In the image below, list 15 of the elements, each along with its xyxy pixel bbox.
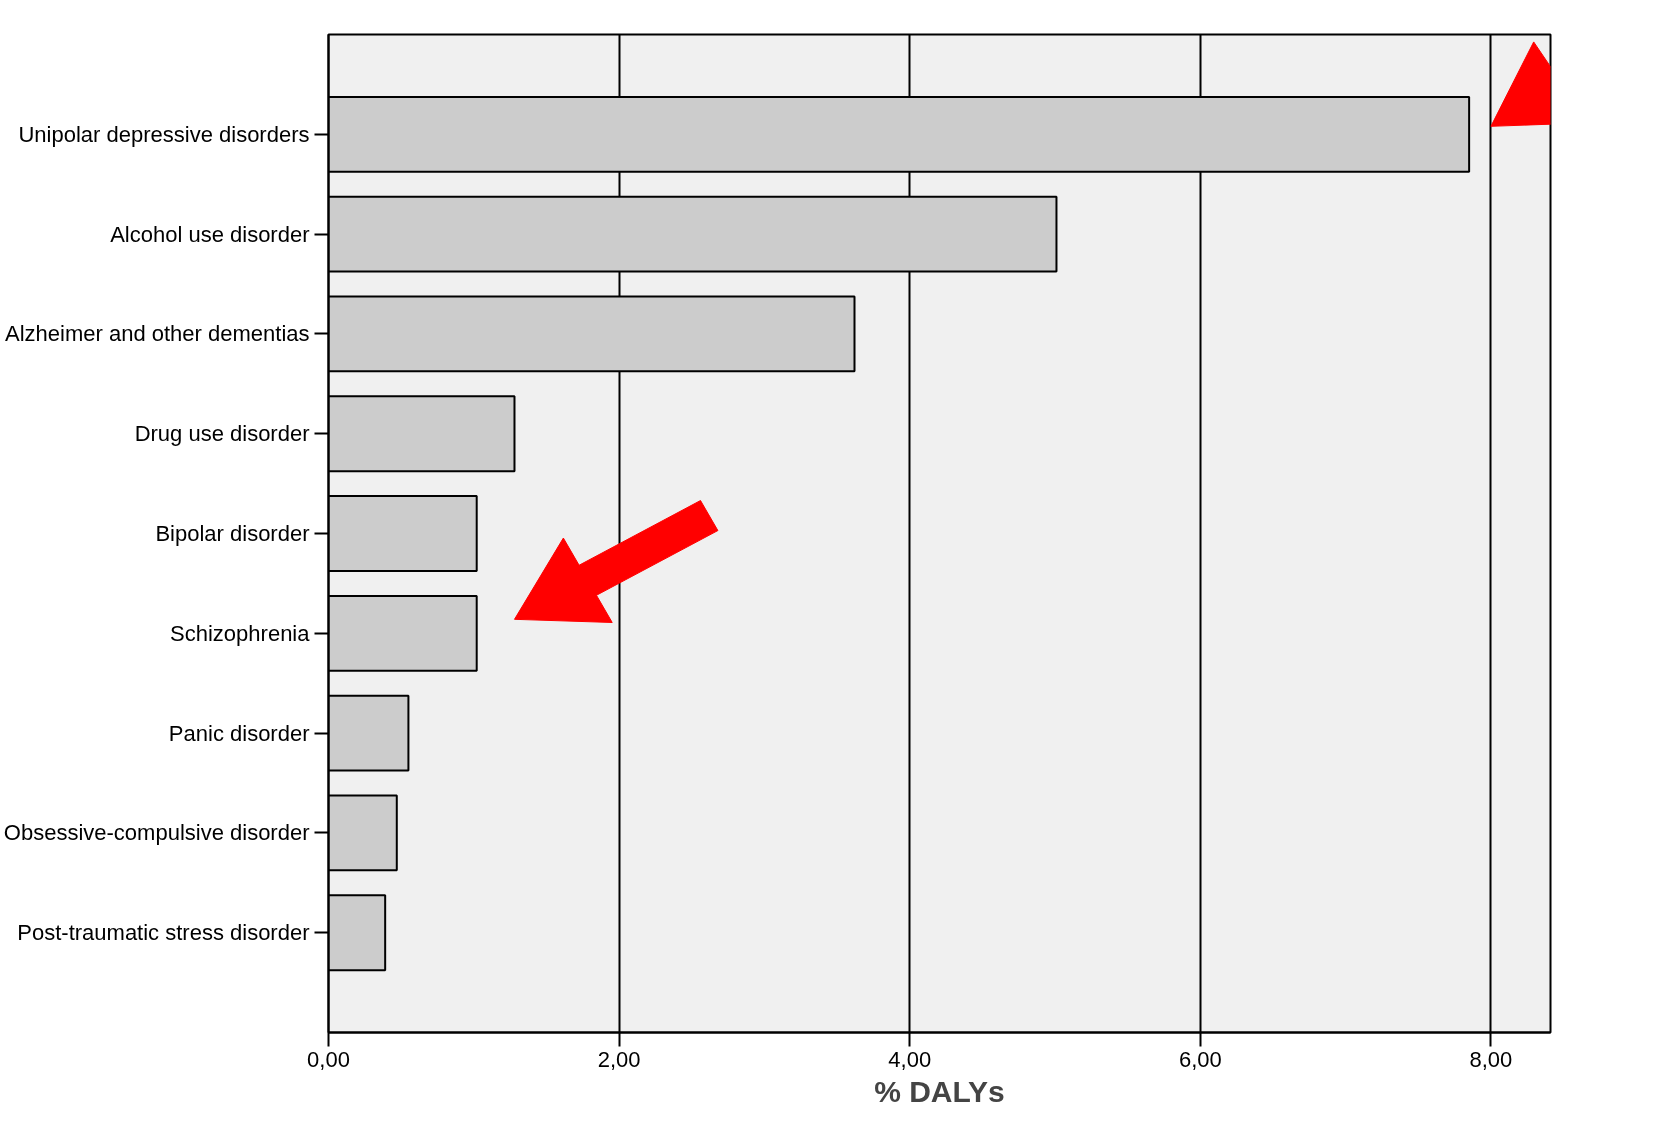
y-tick-label: Drug use disorder (134, 421, 310, 447)
y-tick-label: Alzheimer and other dementias (5, 321, 310, 347)
y-tick-label: Unipolar depressive disorders (18, 121, 310, 147)
x-tick-label: 0,00 (307, 1046, 350, 1072)
x-tick-label: 8,00 (1469, 1046, 1513, 1072)
x-tick-label: 4,00 (888, 1046, 932, 1072)
x-axis-title: % DALYs (874, 1074, 1005, 1108)
x-tick-label: 2,00 (597, 1046, 641, 1072)
y-tick-label: Obsessive-compulsive disorder (3, 820, 310, 846)
y-tick-label: Post-traumatic stress disorder (17, 920, 310, 946)
y-tick-label: Panic disorder (168, 720, 310, 746)
y-tick-label: Schizophrenia (170, 620, 311, 646)
x-tick-label: 6,00 (1178, 1046, 1222, 1072)
y-tick-label: Alcohol use disorder (110, 221, 310, 247)
y-tick-label: Bipolar disorder (155, 521, 310, 546)
